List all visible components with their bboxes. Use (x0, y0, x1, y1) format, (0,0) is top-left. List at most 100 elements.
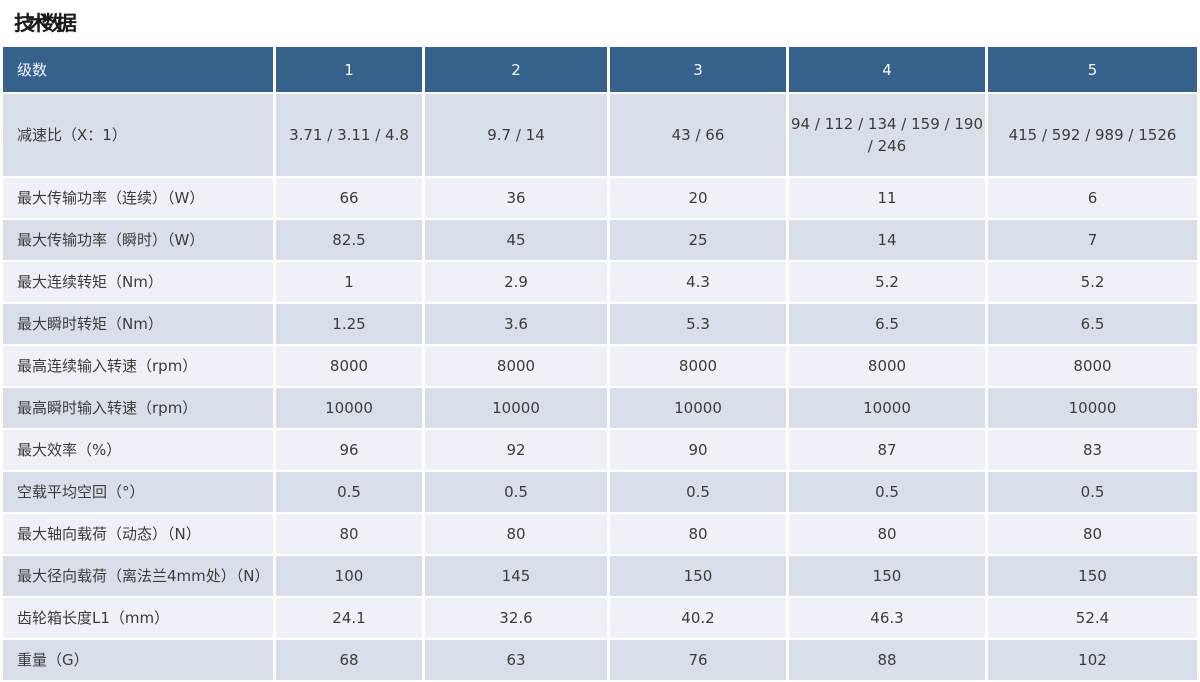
value-cell: 24.1 (276, 598, 422, 638)
value-cell: 36 (425, 178, 607, 218)
value-cell: 40.2 (610, 598, 786, 638)
row-label: 最大轴向载荷（动态）（N） (3, 514, 273, 554)
value-cell: 0.5 (610, 472, 786, 512)
value-cell: 10000 (610, 388, 786, 428)
value-cell: 150 (789, 556, 985, 596)
table-row: 最高连续输入转速（rpm） 8000 8000 8000 8000 8000 (3, 346, 1197, 386)
table-row: 最大轴向载荷（动态）（N） 80 80 80 80 80 (3, 514, 1197, 554)
header-cell-stage-2: 2 (425, 47, 607, 92)
value-cell: 1.25 (276, 304, 422, 344)
value-cell: 8000 (789, 346, 985, 386)
value-cell: 10000 (425, 388, 607, 428)
table-row: 齿轮箱长度L1（mm） 24.1 32.6 40.2 46.3 52.4 (3, 598, 1197, 638)
header-cell-stage-5: 5 (988, 47, 1197, 92)
row-label: 最高连续输入转速（rpm） (3, 346, 273, 386)
page-title: 技术数据 (14, 11, 77, 35)
value-cell: 87 (789, 430, 985, 470)
table-row: 最大效率（%） 96 92 90 87 83 (3, 430, 1197, 470)
header-cell-stage-3: 3 (610, 47, 786, 92)
value-cell: 150 (988, 556, 1197, 596)
value-cell: 11 (789, 178, 985, 218)
value-cell: 1 (276, 262, 422, 302)
value-cell: 45 (425, 220, 607, 260)
row-label: 最大瞬时转矩（Nm） (3, 304, 273, 344)
value-cell: 5.2 (988, 262, 1197, 302)
value-cell: 25 (610, 220, 786, 260)
value-cell: 80 (425, 514, 607, 554)
table-row: 重量（G） 68 63 76 88 102 (3, 640, 1197, 680)
row-label: 减速比（X：1） (3, 94, 273, 176)
value-cell: 6.5 (789, 304, 985, 344)
value-cell: 63 (425, 640, 607, 680)
value-cell: 32.6 (425, 598, 607, 638)
table-row: 最大瞬时转矩（Nm） 1.25 3.6 5.3 6.5 6.5 (3, 304, 1197, 344)
value-cell: 2.9 (425, 262, 607, 302)
value-cell: 415 / 592 / 989 / 1526 (988, 94, 1197, 176)
value-cell: 145 (425, 556, 607, 596)
value-cell: 7 (988, 220, 1197, 260)
header-cell-stage-1: 1 (276, 47, 422, 92)
value-cell: 6.5 (988, 304, 1197, 344)
value-cell: 4.3 (610, 262, 786, 302)
table-row: 减速比（X：1） 3.71 / 3.11 / 4.8 9.7 / 14 43 / 66… (3, 94, 1197, 176)
spec-table-body: 减速比（X：1） 3.71 / 3.11 / 4.8 9.7 / 14 43 / 66… (3, 94, 1197, 680)
header-cell-stage-4: 4 (789, 47, 985, 92)
value-cell: 20 (610, 178, 786, 218)
value-cell: 43 / 66 (610, 94, 786, 176)
value-cell: 10000 (988, 388, 1197, 428)
table-row: 最大径向载荷（离法兰4mm处）（N） 100 145 150 150 150 (3, 556, 1197, 596)
value-cell: 102 (988, 640, 1197, 680)
row-label: 齿轮箱长度L1（mm） (3, 598, 273, 638)
value-cell: 52.4 (988, 598, 1197, 638)
value-cell: 0.5 (988, 472, 1197, 512)
value-cell: 9.7 / 14 (425, 94, 607, 176)
row-label: 最大径向载荷（离法兰4mm处）（N） (3, 556, 273, 596)
row-label: 最大传输功率（瞬时）（W） (3, 220, 273, 260)
value-cell: 68 (276, 640, 422, 680)
table-row: 最高瞬时输入转速（rpm） 10000 10000 10000 10000 10000 (3, 388, 1197, 428)
value-cell: 88 (789, 640, 985, 680)
value-cell: 8000 (988, 346, 1197, 386)
value-cell: 0.5 (789, 472, 985, 512)
table-row: 最大传输功率（瞬时）（W） 82.5 45 25 14 7 (3, 220, 1197, 260)
value-cell: 83 (988, 430, 1197, 470)
value-cell: 3.6 (425, 304, 607, 344)
value-cell: 10000 (789, 388, 985, 428)
table-row: 空载平均空回（°） 0.5 0.5 0.5 0.5 0.5 (3, 472, 1197, 512)
value-cell: 8000 (610, 346, 786, 386)
header-cell-stages: 级数 (3, 47, 273, 92)
value-cell: 0.5 (425, 472, 607, 512)
value-cell: 66 (276, 178, 422, 218)
value-cell: 92 (425, 430, 607, 470)
value-cell: 80 (988, 514, 1197, 554)
value-cell: 100 (276, 556, 422, 596)
value-cell: 8000 (276, 346, 422, 386)
value-cell: 3.71 / 3.11 / 4.8 (276, 94, 422, 176)
row-label: 重量（G） (3, 640, 273, 680)
value-cell: 6 (988, 178, 1197, 218)
value-cell: 10000 (276, 388, 422, 428)
row-label: 空载平均空回（°） (3, 472, 273, 512)
value-cell: 90 (610, 430, 786, 470)
value-cell: 96 (276, 430, 422, 470)
row-label: 最大连续转矩（Nm） (3, 262, 273, 302)
value-cell: 150 (610, 556, 786, 596)
value-cell: 8000 (425, 346, 607, 386)
value-cell: 80 (789, 514, 985, 554)
value-cell: 82.5 (276, 220, 422, 260)
value-cell: 76 (610, 640, 786, 680)
value-cell: 46.3 (789, 598, 985, 638)
value-cell: 5.2 (789, 262, 985, 302)
value-cell: 80 (610, 514, 786, 554)
value-cell: 0.5 (276, 472, 422, 512)
row-label: 最高瞬时输入转速（rpm） (3, 388, 273, 428)
value-cell: 80 (276, 514, 422, 554)
table-row: 最大连续转矩（Nm） 1 2.9 4.3 5.2 5.2 (3, 262, 1197, 302)
row-label: 最大传输功率（连续）（W） (3, 178, 273, 218)
table-row: 最大传输功率（连续）（W） 66 36 20 11 6 (3, 178, 1197, 218)
value-cell: 94 / 112 / 134 / 159 / 190 / 246 (789, 94, 985, 176)
row-label: 最大效率（%） (3, 430, 273, 470)
value-cell: 5.3 (610, 304, 786, 344)
